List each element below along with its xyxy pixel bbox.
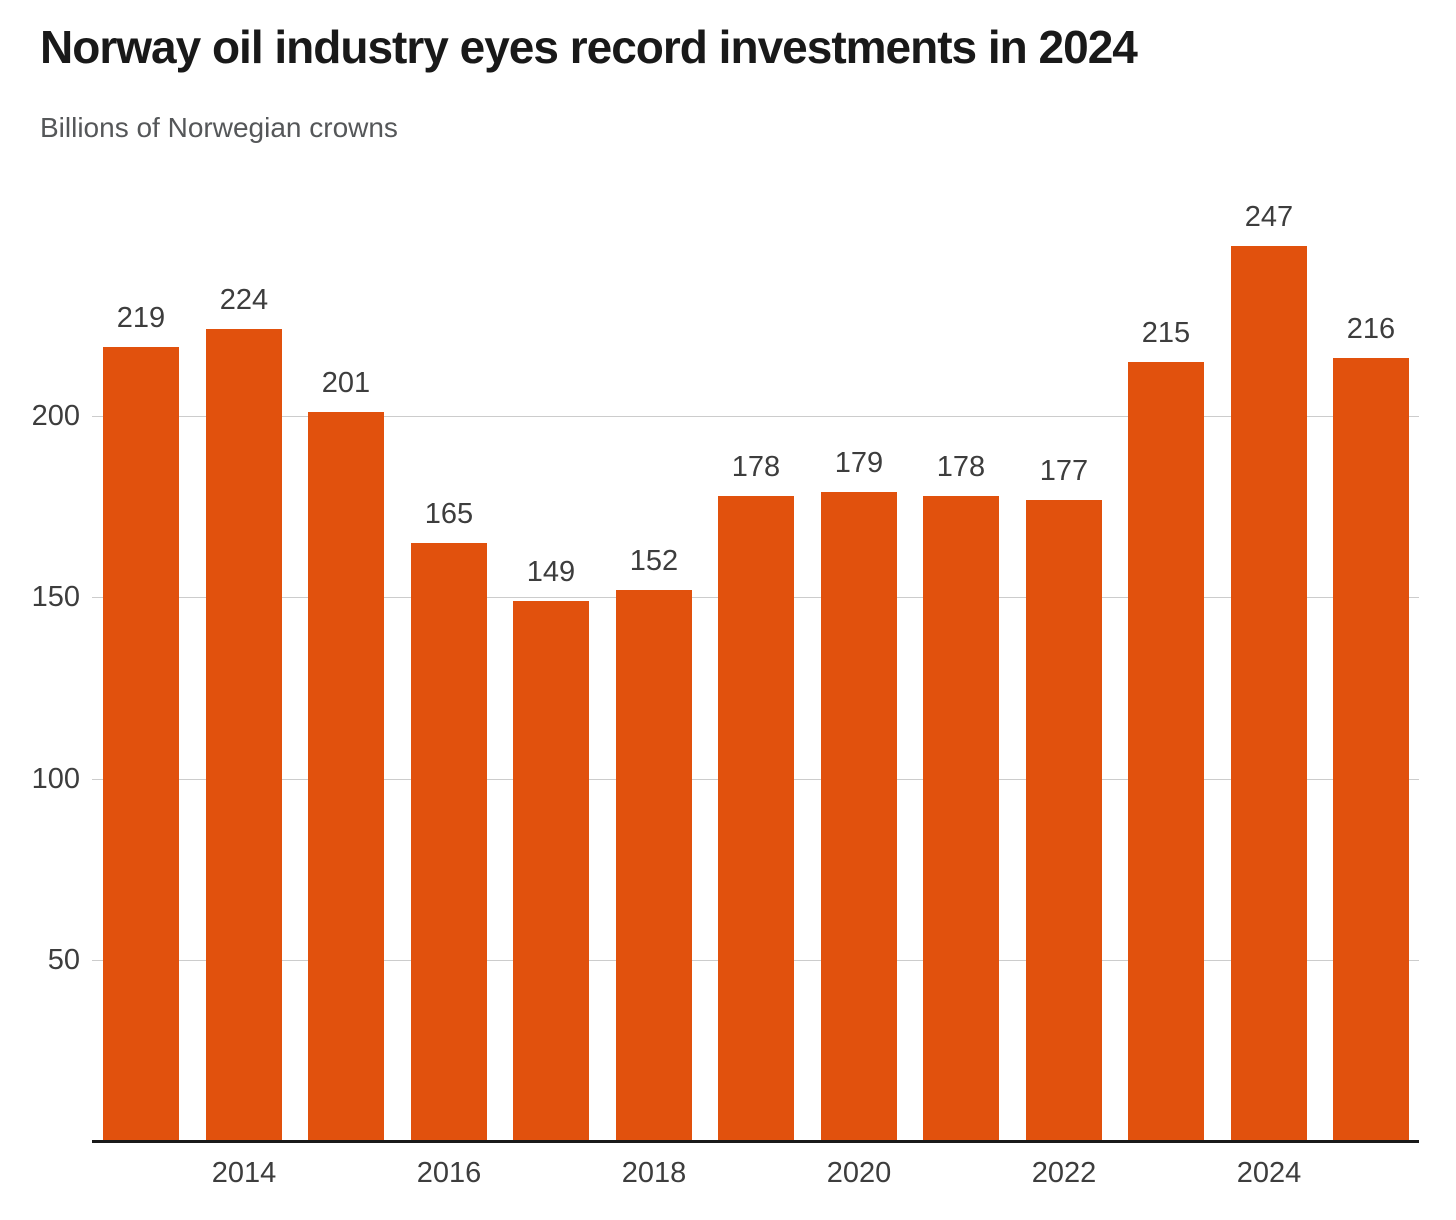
bar-value-label-2018: 152 [629, 545, 679, 577]
bar-2018 [616, 590, 692, 1141]
y-axis-tick-label: 50 [47, 944, 80, 976]
x-axis-tick-label-2020: 2020 [826, 1157, 892, 1189]
bar-value-label-2016: 165 [424, 498, 474, 530]
bar-value-label-2014: 224 [219, 284, 269, 316]
bar-2016 [411, 543, 487, 1141]
bar-2022 [1026, 500, 1102, 1142]
bar-2015 [308, 412, 384, 1141]
bar-value-label-2022: 177 [1039, 455, 1089, 487]
bar-2021 [923, 496, 999, 1142]
chart-title: Norway oil industry eyes record investme… [40, 21, 1138, 73]
x-axis-tick-label-2022: 2022 [1031, 1157, 1097, 1189]
x-axis-tick-label-2016: 2016 [416, 1157, 482, 1189]
bar-value-label-2020: 179 [834, 447, 884, 479]
bar-2013 [103, 347, 179, 1141]
x-axis-tick-label-2018: 2018 [621, 1157, 687, 1189]
bar-value-label-2025: 216 [1346, 313, 1396, 345]
chart-subtitle: Billions of Norwegian crowns [40, 112, 398, 143]
y-axis-tick-label: 200 [31, 400, 80, 432]
gridline-200 [92, 416, 1419, 417]
bar-2020 [821, 492, 897, 1141]
y-axis-tick-label: 100 [31, 763, 80, 795]
bar-value-label-2019: 178 [731, 451, 781, 483]
bar-value-label-2023: 215 [1141, 317, 1191, 349]
bar-2023 [1128, 362, 1204, 1142]
x-axis-line [92, 1140, 1419, 1143]
bar-2019 [718, 496, 794, 1142]
y-axis-tick-label: 150 [31, 581, 80, 613]
bar-value-label-2013: 219 [116, 302, 166, 334]
bar-value-label-2021: 178 [936, 451, 986, 483]
x-axis-tick-label-2024: 2024 [1236, 1157, 1302, 1189]
bar-2017 [513, 601, 589, 1141]
bar-2014 [206, 329, 282, 1141]
bar-2024 [1231, 246, 1307, 1142]
bar-value-label-2017: 149 [526, 556, 576, 588]
bar-value-label-2015: 201 [321, 367, 371, 399]
bar-value-label-2024: 247 [1244, 201, 1294, 233]
bar-2025 [1333, 358, 1409, 1141]
x-axis-tick-label-2014: 2014 [211, 1157, 277, 1189]
